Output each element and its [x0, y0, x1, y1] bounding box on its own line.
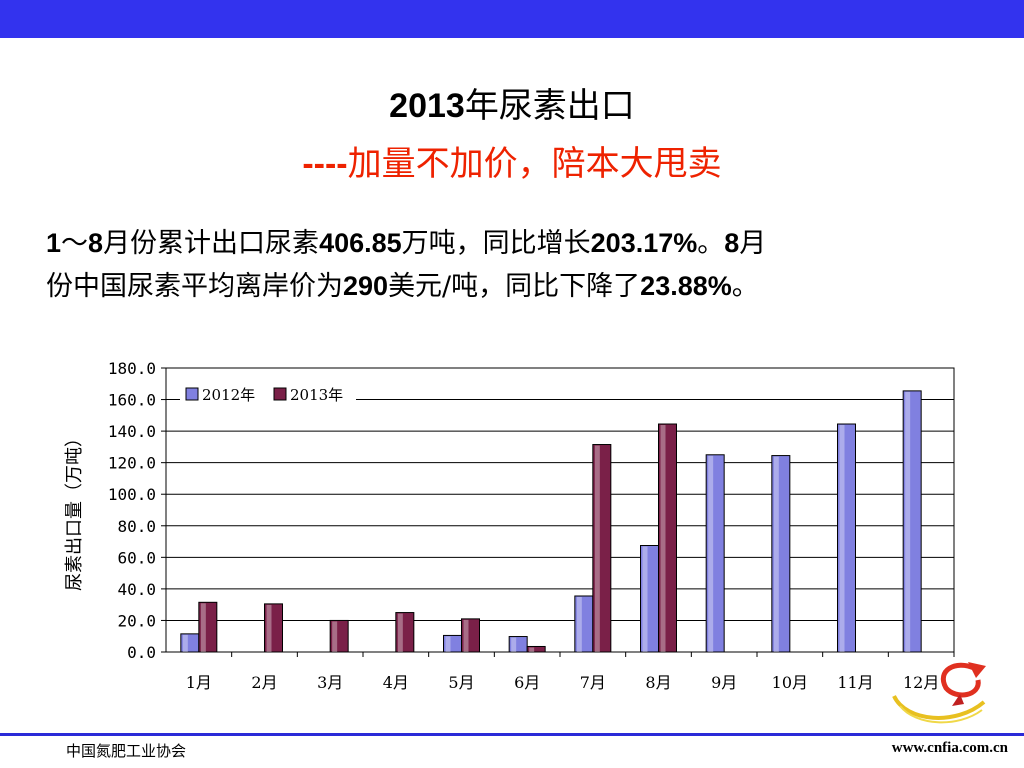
bar-highlight: [594, 445, 600, 652]
bar-highlight: [463, 619, 469, 652]
legend-swatch: [185, 387, 199, 401]
y-tick-label: 120.0: [108, 454, 156, 473]
y-tick-label: 20.0: [117, 611, 156, 630]
title-year: 2013: [389, 87, 465, 125]
y-tick-label: 180.0: [108, 359, 156, 378]
bar-2013-8: [658, 423, 677, 653]
bar-2012-12: [902, 390, 922, 653]
summary-seg: 月: [739, 228, 767, 259]
summary-paragraph: 1～8月份累计出口尿素406.85万吨，同比增长203.17%。8月 份中国尿素平…: [46, 222, 986, 308]
summary-seg: 份中国尿素平均离岸价为: [46, 271, 343, 302]
top-banner: [0, 0, 1024, 38]
summary-seg: 8: [88, 228, 104, 258]
y-tick-label: 40.0: [117, 580, 156, 599]
summary-seg: ～: [61, 228, 89, 259]
bar-2013-2: [264, 603, 283, 653]
y-tick-label: 0.0: [127, 643, 156, 662]
bar-2012-10: [771, 455, 791, 653]
subtitle-text: 加量不加价，陪本大甩卖: [347, 144, 722, 184]
bar-highlight: [708, 455, 714, 652]
plot-area: [165, 367, 955, 653]
bar-highlight: [642, 546, 648, 652]
bar-highlight: [182, 634, 188, 652]
bar-highlight: [576, 596, 582, 652]
summary-seg: 406.85: [319, 228, 402, 258]
summary-seg: 203.17%: [590, 228, 698, 258]
x-tick-label: 8月: [645, 673, 671, 692]
title-text: 年尿素出口: [464, 86, 635, 126]
bar-highlight: [511, 637, 517, 652]
bar-2013-6: [526, 645, 546, 653]
x-tick-label: 1月: [186, 673, 212, 692]
bar-highlight: [529, 647, 535, 652]
legend-swatch: [273, 387, 287, 401]
bar-highlight: [445, 636, 451, 652]
footer-divider: [0, 733, 1024, 736]
page-title: 2013年尿素出口: [0, 78, 1024, 127]
bar-2013-3: [329, 619, 349, 653]
y-tick-label: 60.0: [117, 548, 156, 567]
bar-2012-9: [705, 454, 725, 653]
x-tick-label: 2月: [251, 673, 277, 692]
summary-seg: 万吨，同比增长: [401, 228, 591, 259]
bar-2013-7: [592, 444, 612, 653]
bar-2013-5: [461, 618, 480, 653]
x-tick-label: 3月: [317, 673, 343, 692]
legend-box: [180, 383, 356, 407]
legend-label: 2013年: [290, 386, 343, 404]
summary-seg: 290: [343, 271, 389, 301]
y-tick-label: 80.0: [117, 517, 156, 536]
association-logo-icon: [892, 662, 986, 724]
bar-highlight: [905, 391, 911, 652]
footer-org: 中国氮肥工业协会: [66, 742, 187, 760]
bar-highlight: [839, 425, 845, 652]
y-tick-label: 140.0: [108, 422, 156, 441]
bar-2013-4: [395, 612, 415, 653]
page-subtitle: ----加量不加价，陪本大甩卖: [0, 136, 1024, 185]
summary-seg: 。: [697, 228, 725, 259]
bar-2012-6: [508, 636, 528, 653]
bar-highlight: [660, 425, 666, 652]
x-tick-label: 7月: [580, 673, 606, 692]
summary-seg: 。: [731, 271, 759, 302]
y-axis-label: 尿素出口量（万吨）: [64, 429, 85, 591]
x-tick-label: 9月: [711, 673, 737, 692]
summary-seg: 1: [46, 228, 62, 258]
bar-2012-11: [837, 423, 856, 653]
legend-label: 2012年: [202, 386, 255, 404]
bar-highlight: [332, 621, 338, 652]
x-tick-label: 11月: [837, 673, 873, 692]
footer-url: www.cnfia.com.cn: [891, 740, 1008, 756]
summary-seg: 美元/吨，同比下降了: [388, 271, 641, 302]
bar-highlight: [200, 603, 206, 652]
x-tick-label: 5月: [448, 673, 474, 692]
summary-seg: 月份累计出口尿素: [103, 228, 320, 259]
bar-highlight: [397, 613, 403, 652]
x-tick-label: 6月: [514, 673, 540, 692]
x-tick-label: 4月: [383, 673, 409, 692]
bar-highlight: [266, 604, 272, 652]
urea-export-chart: 0.0 20.0 40.0 60.0 80.0 100.0 120.0 140.0 160.0 1…: [64, 359, 955, 692]
summary-seg: 8: [724, 228, 740, 258]
subtitle-dashes: ----: [302, 145, 348, 183]
x-tick-label: 12月: [903, 673, 939, 692]
y-tick-label: 100.0: [108, 485, 156, 504]
y-tick-label: 160.0: [108, 391, 156, 410]
bar-2013-1: [198, 601, 218, 653]
x-tick-label: 10月: [772, 673, 808, 692]
bar-highlight: [773, 456, 779, 652]
summary-seg: 23.88%: [640, 271, 732, 301]
